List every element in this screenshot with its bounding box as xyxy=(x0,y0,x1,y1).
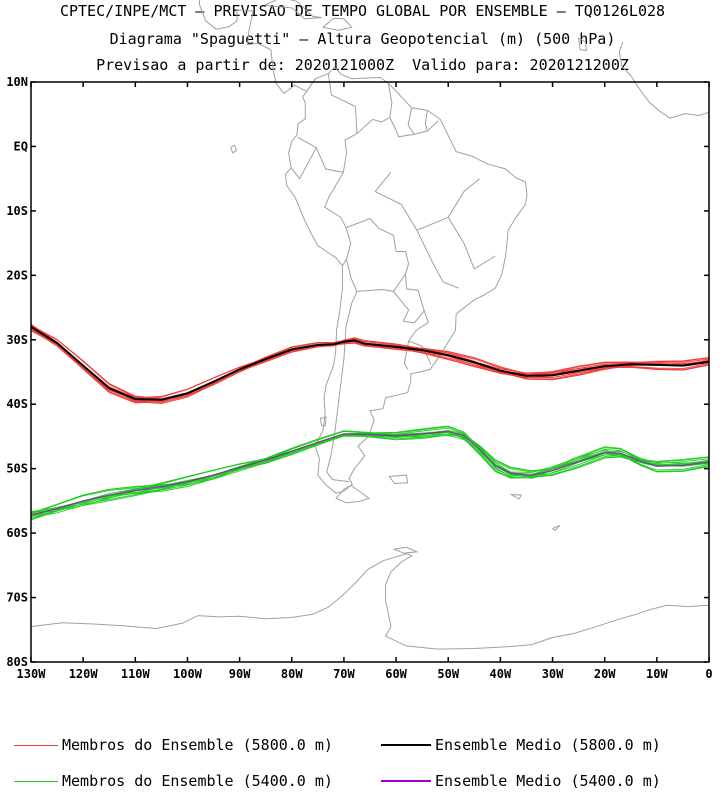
lon-tick-label: 30W xyxy=(542,667,564,681)
legend-members-5400: Membros do Ensemble (5400.0 m) xyxy=(14,772,333,790)
south-shetland-coast xyxy=(393,546,419,554)
coastlines xyxy=(30,0,710,650)
border-13 xyxy=(374,171,480,231)
lat-tick-label: EQ xyxy=(14,139,28,153)
border-10 xyxy=(393,273,425,324)
member-5400-line-8 xyxy=(30,433,710,514)
falklands-coast xyxy=(388,474,409,485)
legend-swatch-black xyxy=(381,744,431,746)
member-5800-line-1 xyxy=(30,323,710,400)
member-5800-line-11 xyxy=(30,325,710,399)
cuba-coast xyxy=(264,0,322,20)
member-5400-line-9 xyxy=(30,425,710,514)
lon-tick-label: 120W xyxy=(69,667,99,681)
member-5400-line-4 xyxy=(30,434,710,515)
member-5800-line-9 xyxy=(30,324,710,403)
title-line-2: Diagrama "Spaguetti" — Altura Geopotenci… xyxy=(109,30,616,48)
legend-swatch-purple xyxy=(381,780,431,782)
legend-members-5800: Membros do Ensemble (5800.0 m) xyxy=(14,736,333,754)
lat-tick-label: 40S xyxy=(6,397,28,411)
member-5400-line-5 xyxy=(30,426,710,513)
lon-tick-label: 40W xyxy=(490,667,512,681)
border-15 xyxy=(416,229,459,289)
tierra-del-fuego-coast xyxy=(335,484,371,504)
contour-lines xyxy=(30,323,710,521)
border-2 xyxy=(290,147,317,180)
south-america-coast xyxy=(284,66,528,494)
hispaniola-coast xyxy=(322,17,353,31)
member-5400-line-3 xyxy=(30,431,710,519)
lon-tick-label: 90W xyxy=(229,667,251,681)
legend-label-members-5400: Membros do Ensemble (5400.0 m) xyxy=(62,772,333,790)
border-11 xyxy=(407,310,432,365)
legend-swatch-red xyxy=(14,744,58,746)
lat-tick-label: 80S xyxy=(6,655,28,669)
lon-tick-label: 10W xyxy=(646,667,668,681)
member-5400-line-7 xyxy=(30,431,710,517)
lat-tick-label: 60S xyxy=(6,526,28,540)
lon-tick-label: 70W xyxy=(333,667,355,681)
legend-mean-5400: Ensemble Medio (5400.0 m) xyxy=(381,772,661,790)
border-3 xyxy=(323,171,352,266)
lon-tick-label: 100W xyxy=(173,667,203,681)
ensemble-mean-5400-line xyxy=(30,430,710,516)
lat-tick-label: 10S xyxy=(6,204,28,218)
chiloe-coast xyxy=(319,416,327,427)
lat-tick-label: 10N xyxy=(6,75,28,89)
sandwich-islands-coast xyxy=(552,524,561,532)
member-5400-line-13 xyxy=(30,425,710,515)
member-5400-line-11 xyxy=(30,431,710,515)
border-5 xyxy=(387,83,439,138)
member-5800-line-3 xyxy=(30,328,710,400)
south-georgia-coast xyxy=(510,493,522,500)
lon-tick-label: 60W xyxy=(385,667,407,681)
title-line-3: Previsao a partir de: 2020121000Z Valido… xyxy=(96,56,629,74)
lon-tick-label: 80W xyxy=(281,667,303,681)
lon-tick-label: 0 xyxy=(705,667,712,681)
antarctica-coast xyxy=(30,553,710,650)
lon-tick-label: 130W xyxy=(17,667,47,681)
lon-tick-label: 20W xyxy=(594,667,616,681)
ensemble-mean-5800-line xyxy=(30,326,710,401)
border-6 xyxy=(407,107,415,135)
central-america-coast xyxy=(198,0,308,95)
africa-coast xyxy=(618,41,710,119)
border-14 xyxy=(447,217,496,270)
member-5400-line-2 xyxy=(30,430,710,517)
lon-tick-label: 50W xyxy=(437,667,459,681)
border-0 xyxy=(327,73,358,173)
lat-tick-label: 30S xyxy=(6,333,28,347)
galapagos-coast xyxy=(230,144,238,154)
lon-tick-label: 110W xyxy=(121,667,151,681)
border-8 xyxy=(356,116,391,134)
member-5800-line-7 xyxy=(30,327,710,399)
map-frame xyxy=(30,81,710,663)
lat-tick-label: 70S xyxy=(6,591,28,605)
member-5400-line-1 xyxy=(30,427,710,513)
member-5400-line-14 xyxy=(30,430,710,521)
lat-tick-label: 20S xyxy=(6,268,28,282)
border-9 xyxy=(345,218,410,292)
legend-swatch-green xyxy=(14,780,58,782)
legend-label-members-5800: Membros do Ensemble (5800.0 m) xyxy=(62,736,333,754)
lat-tick-label: 50S xyxy=(6,462,28,476)
member-5400-line-12 xyxy=(30,431,710,514)
border-4 xyxy=(326,259,358,483)
border-1 xyxy=(297,136,344,173)
legend-mean-5800: Ensemble Medio (5800.0 m) xyxy=(381,736,661,754)
member-5400-line-10 xyxy=(30,430,710,520)
cape-verde-coast xyxy=(577,37,587,51)
member-5400-line-6 xyxy=(30,430,710,519)
legend-label-mean-5400: Ensemble Medio (5400.0 m) xyxy=(435,772,661,790)
border-7 xyxy=(424,110,428,132)
title-line-1: CPTEC/INPE/MCT — PREVISAO DE TEMPO GLOBA… xyxy=(59,2,666,20)
legend-label-mean-5800: Ensemble Medio (5800.0 m) xyxy=(435,736,661,754)
